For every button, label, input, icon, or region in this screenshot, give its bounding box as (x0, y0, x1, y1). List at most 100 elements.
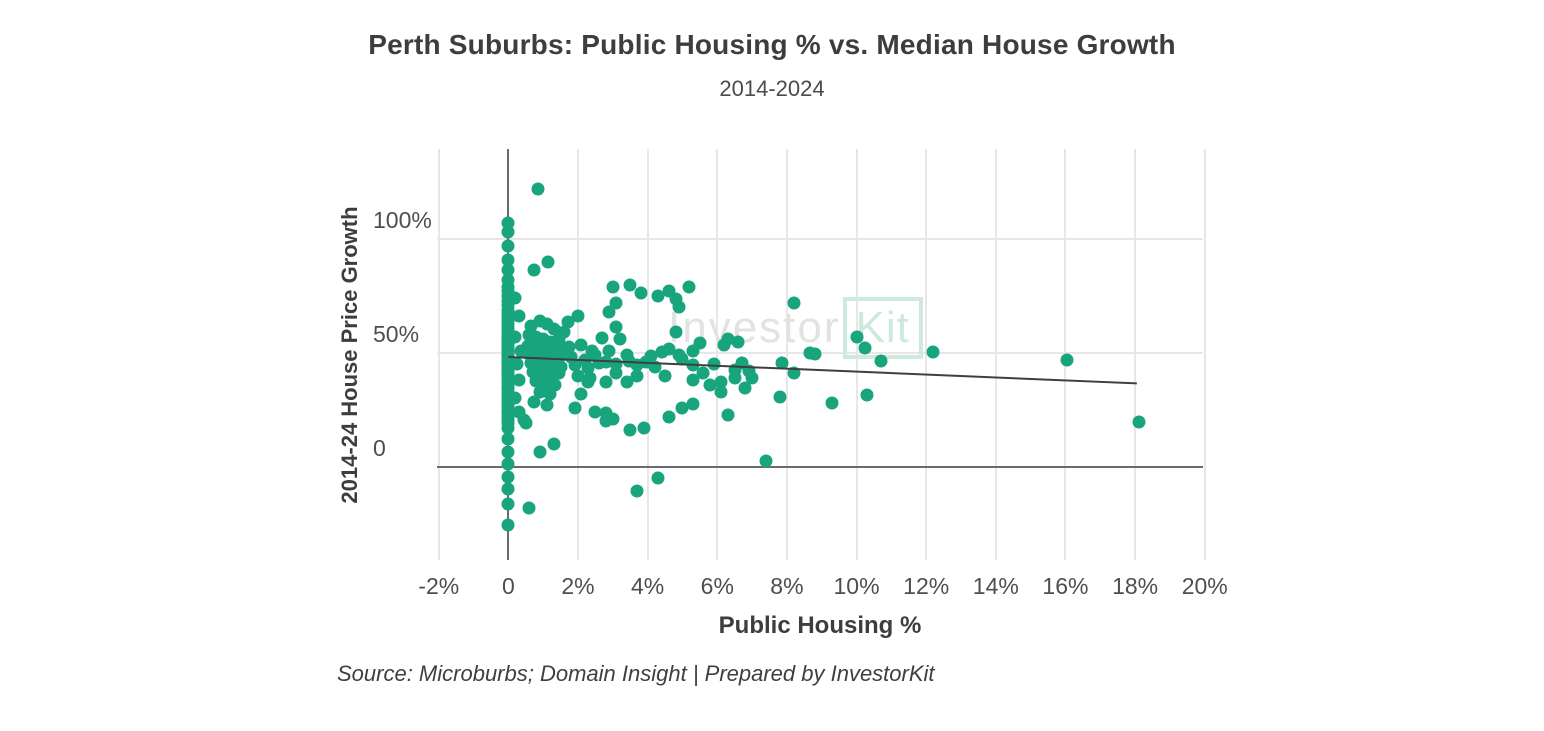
data-point (759, 454, 773, 468)
data-point (808, 347, 822, 361)
data-point (775, 356, 789, 370)
data-point (512, 373, 526, 387)
data-point (696, 366, 710, 380)
data-point (669, 325, 682, 339)
x-axis-title: Public Housing % (718, 612, 922, 639)
data-point (672, 300, 686, 314)
h-gridline (437, 238, 1203, 241)
data-point (599, 414, 613, 428)
x-tick-label: 18% (1112, 573, 1159, 599)
data-point (501, 239, 515, 253)
data-point (501, 263, 515, 277)
data-point (574, 338, 588, 352)
data-point (1060, 353, 1074, 367)
source-note: Source: Microburbs; Domain Insight | Pre… (337, 661, 935, 686)
data-point (547, 437, 561, 451)
data-point (703, 378, 717, 392)
data-point (644, 349, 658, 363)
data-point (658, 369, 672, 383)
data-point (501, 225, 515, 239)
data-point (825, 396, 839, 410)
data-point (540, 398, 554, 412)
data-point (623, 278, 637, 292)
data-point (501, 432, 515, 446)
data-point (571, 369, 585, 383)
data-point (714, 385, 728, 399)
data-point (508, 291, 522, 305)
v-gridline (925, 149, 928, 560)
data-point (562, 340, 576, 354)
data-point (501, 253, 515, 267)
data-point (686, 373, 700, 387)
data-point (745, 371, 759, 385)
x-tick-label: 6% (700, 573, 734, 599)
x-tick-label: 4% (631, 573, 665, 599)
data-point (613, 332, 627, 346)
data-point (620, 375, 634, 389)
data-point (609, 320, 623, 334)
x-tick-label: 0 (501, 573, 515, 599)
data-point (508, 330, 522, 344)
plot-area: Investor Kit -2% 0 2% 4% 6% 8% 10% 12% 14% 16% 18%… (373, 149, 1228, 599)
data-point (501, 421, 515, 435)
data-point (602, 305, 616, 319)
data-point (858, 341, 872, 355)
data-point (874, 354, 888, 368)
data-point (662, 342, 676, 356)
chart-subtitle: 2014-2024 (719, 76, 825, 101)
data-point (568, 401, 582, 415)
y-tick-label: 0 (373, 434, 386, 461)
data-point (512, 309, 526, 323)
v-gridline (577, 149, 579, 560)
data-point (707, 357, 721, 371)
data-point (860, 388, 874, 402)
data-point (533, 385, 547, 399)
data-point (850, 330, 864, 344)
v-gridline (1134, 149, 1137, 560)
data-point (501, 497, 515, 511)
data-point (630, 369, 644, 383)
data-point (717, 338, 731, 352)
data-point (686, 397, 700, 411)
data-point (728, 371, 742, 385)
data-point (501, 518, 515, 532)
data-point (606, 280, 620, 294)
data-point (581, 361, 595, 375)
v-gridline (855, 149, 858, 560)
data-point (501, 470, 515, 484)
data-point (552, 366, 566, 380)
data-point (522, 501, 536, 515)
data-point (508, 391, 522, 405)
data-point (531, 182, 545, 196)
chart-title: Perth Suburbs: Public Housing % vs. Medi… (368, 29, 1176, 60)
trend-line (508, 356, 1137, 385)
data-point (527, 263, 541, 277)
data-point (561, 315, 575, 329)
y-axis-title: 2014-24 House Price Growth (337, 206, 362, 504)
x-tick-label: 8% (770, 573, 804, 599)
data-point (599, 375, 613, 389)
y-tick-label: 100% (373, 207, 432, 234)
data-point (721, 408, 735, 422)
zero-line-horizontal (437, 465, 1203, 468)
x-tick-label: 16% (1042, 573, 1089, 599)
data-point (519, 416, 533, 430)
x-tick-label: 10% (833, 573, 880, 599)
data-point (527, 395, 541, 409)
data-point (787, 296, 801, 310)
data-point (675, 401, 689, 415)
data-point (541, 255, 555, 269)
data-point (510, 357, 524, 371)
data-point (571, 309, 585, 323)
data-point (682, 280, 696, 294)
data-point (675, 352, 689, 366)
v-gridline (1203, 149, 1206, 560)
data-point (609, 366, 623, 380)
data-point (630, 484, 644, 498)
data-point (574, 387, 588, 401)
data-point (731, 335, 745, 349)
x-tick-label: -2% (418, 573, 460, 599)
data-point (501, 482, 515, 496)
data-point (623, 423, 637, 437)
